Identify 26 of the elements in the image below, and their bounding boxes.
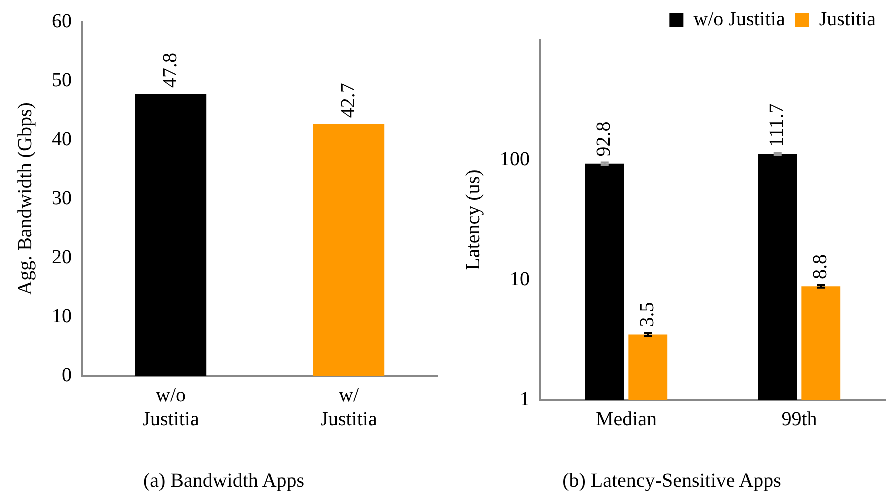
y-tick-label: 60 bbox=[52, 10, 72, 32]
legend-label: Justitia bbox=[819, 8, 876, 30]
x-tick-label: 99th bbox=[782, 408, 818, 430]
x-tick-label: w/ Justitia bbox=[320, 384, 378, 430]
data-label: 92.8 bbox=[593, 122, 616, 157]
y-tick-label: 20 bbox=[52, 246, 72, 268]
text: (a) Bandwidth Apps bbox=[142, 470, 306, 493]
data-label: 3.5 bbox=[636, 302, 658, 328]
y-tick-label: 0 bbox=[62, 364, 72, 386]
data-label: 47.8 bbox=[159, 52, 182, 88]
data-label: 111.7 bbox=[766, 104, 788, 148]
legend-label: w/o Justitia bbox=[694, 8, 786, 30]
x-tick-label: Median bbox=[596, 408, 658, 430]
data-label: 42.7 bbox=[337, 83, 360, 118]
y-tick-label: 40 bbox=[52, 128, 72, 150]
y-axis-title: Latency (us) bbox=[462, 170, 484, 270]
y-axis-title: Agg. Bandwidth (Gbps) bbox=[14, 102, 36, 296]
y-tick-label: 10 bbox=[52, 305, 72, 328]
y-tick-label: 100 bbox=[500, 148, 530, 170]
y-tick-label: 50 bbox=[52, 69, 72, 92]
data-label: 8.8 bbox=[809, 254, 832, 280]
text: (b) Latency-Sensitive Apps bbox=[562, 470, 782, 493]
y-tick-label: 1 bbox=[520, 388, 530, 410]
y-tick-label: 10 bbox=[510, 268, 530, 290]
y-tick-label: 30 bbox=[52, 187, 72, 210]
x-tick-label: w/o Justitia bbox=[142, 384, 200, 430]
